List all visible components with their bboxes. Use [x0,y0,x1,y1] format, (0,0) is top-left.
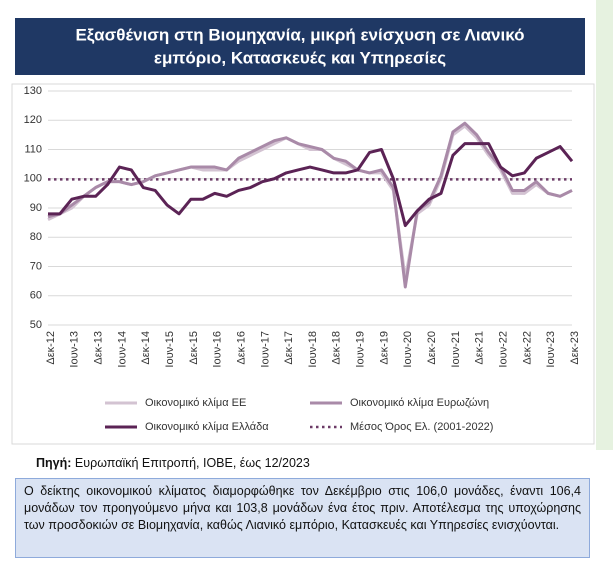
legend-label: Οικονομικό κλίμα Ευρωζώνη [350,397,489,409]
source-label: Πηγή: [36,456,72,470]
x-tick-label: Δεκ-15 [188,331,200,365]
x-tick-label: Ιουν-15 [164,331,176,368]
x-tick-label: Ιουν-13 [69,331,81,368]
legend-label: Οικονομικό κλίμα ΕΕ [145,397,246,409]
series-line [47,124,573,280]
series-line [47,121,573,289]
x-tick-label: Δεκ-17 [283,331,295,365]
x-tick-label: Δεκ-14 [140,331,152,365]
legend-label: Οικονομικό κλίμα Ελλάδα [145,421,269,433]
source-text: Ευρωπαϊκή Επιτροπή, ΙΟΒΕ, έως 12/2023 [74,456,310,470]
x-tick-label: Ιουν-18 [307,331,319,368]
y-tick-label: 50 [30,319,42,331]
title-box [15,18,585,75]
y-tick-label: 60 [30,290,42,302]
chart-title: εμπόριο, Κατασκευές και Υπηρεσίες [154,48,446,67]
x-tick-label: Δεκ-18 [331,331,343,365]
paragraph: Ο δείκτης οικονομικού κλίματος διαμορφώθ… [15,478,590,558]
x-tick-label: Ιουν-23 [545,331,557,368]
x-tick-label: Ιουν-19 [355,331,367,368]
source: Πηγή: Ευρωπαϊκή Επιτροπή, ΙΟΒΕ, έως 12/2… [36,456,310,470]
y-tick-label: 130 [24,85,42,97]
x-tick-label: Ιουν-21 [450,331,462,368]
x-tick-label: Ιουν-14 [116,331,128,368]
x-tick-label: Δεκ-12 [45,331,57,365]
x-tick-label: Δεκ-21 [474,331,486,365]
x-tick-label: Δεκ-19 [378,331,390,365]
y-tick-label: 80 [30,231,42,243]
x-tick-label: Ιουν-20 [402,331,414,368]
chart-border [11,83,595,445]
y-tick-label: 70 [30,260,42,272]
x-tick-label: Ιουν-22 [497,331,509,368]
y-tick-label: 90 [30,202,42,214]
x-tick-label: Ιουν-17 [259,331,271,368]
series-line [48,142,574,228]
y-tick-label: 110 [24,143,42,155]
x-tick-label: Δεκ-22 [521,331,533,365]
chart-title: Εξασθένιση στη Βιομηχανία, μικρή ενίσχυσ… [75,25,524,44]
x-tick-label: Ιουν-16 [212,331,224,368]
y-tick-label: 120 [24,114,42,126]
x-tick-label: Δεκ-23 [569,331,581,365]
x-tick-label: Δεκ-16 [235,331,247,365]
y-tick-label: 100 [24,173,42,185]
legend-label: Μέσος Όρος Ελ. (2001-2022) [350,421,493,433]
side-strip [596,0,613,450]
x-tick-label: Δεκ-20 [426,331,438,365]
x-tick-label: Δεκ-13 [93,331,105,365]
